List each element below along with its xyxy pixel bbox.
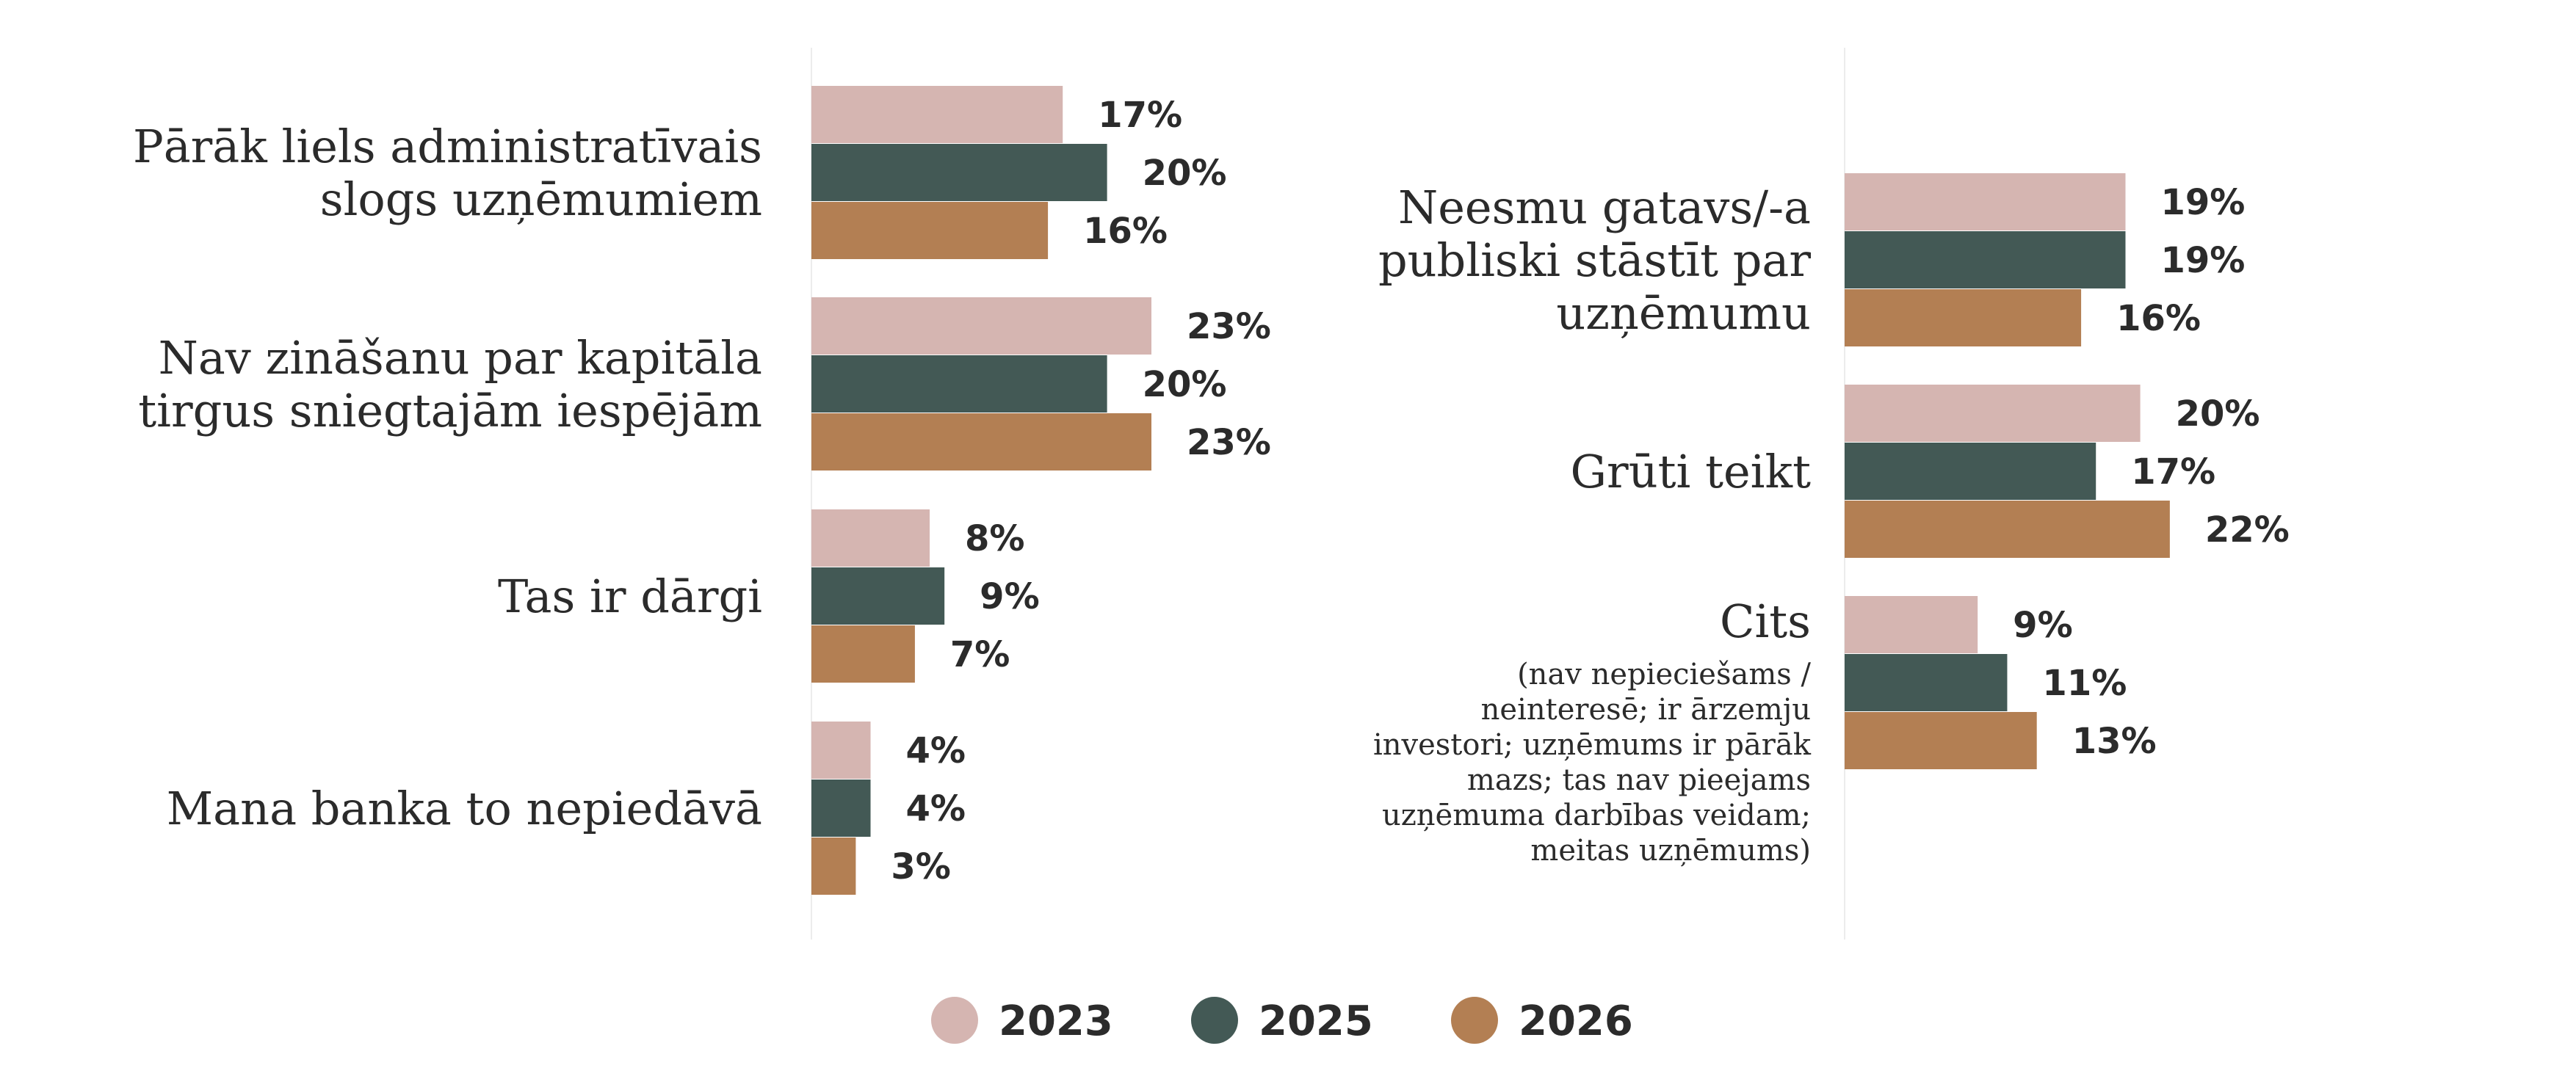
value-label: 9% bbox=[2013, 605, 2073, 646]
bar-2025 bbox=[811, 144, 1107, 201]
legend-label-2023: 2023 bbox=[999, 998, 1113, 1045]
category-label: Neesmu gatavs/-a bbox=[1398, 181, 1811, 234]
value-label: 16% bbox=[1083, 211, 1168, 252]
category-sublabel: meitas uzņēmums) bbox=[1530, 834, 1811, 868]
value-label: 9% bbox=[980, 576, 1040, 617]
category-label: Mana banka to nepiedāvā bbox=[167, 782, 762, 835]
bar-2025 bbox=[1845, 231, 2126, 288]
bar-2023 bbox=[1845, 385, 2141, 442]
value-label: 7% bbox=[950, 634, 1010, 675]
category-label: tirgus sniegtajām iespējām bbox=[138, 384, 762, 437]
bar-2025 bbox=[1845, 443, 2096, 500]
legend-swatch-2025 bbox=[1191, 997, 1238, 1044]
category-sublabel: investori; uzņēmums ir pārāk bbox=[1373, 728, 1812, 762]
legend-label-2026: 2026 bbox=[1519, 998, 1633, 1045]
category-label: publiski stāstīt par bbox=[1378, 233, 1811, 287]
value-label: 4% bbox=[906, 730, 966, 771]
value-label: 13% bbox=[2072, 721, 2157, 762]
legend-label-2025: 2025 bbox=[1259, 998, 1373, 1045]
bar-2025 bbox=[811, 355, 1107, 413]
value-label: 23% bbox=[1187, 306, 1271, 347]
category-label: slogs uzņēmumiem bbox=[320, 172, 762, 226]
bar-2023 bbox=[811, 722, 871, 779]
bar-2026 bbox=[1845, 712, 2037, 769]
bar-2026 bbox=[811, 413, 1151, 470]
category-label: Tas ir dārgi bbox=[498, 570, 762, 623]
value-label: 8% bbox=[965, 518, 1025, 559]
value-label: 19% bbox=[2160, 240, 2245, 281]
legend-swatch-2023 bbox=[931, 997, 978, 1044]
value-label: 4% bbox=[906, 788, 966, 829]
bar-2023 bbox=[1845, 596, 1978, 653]
category-sublabel: neinteresē; ir ārzemju bbox=[1481, 693, 1811, 727]
value-label: 20% bbox=[1143, 153, 1227, 194]
bar-2026 bbox=[1845, 501, 2170, 558]
bar-2025 bbox=[811, 780, 871, 837]
bar-2026 bbox=[1845, 289, 2082, 346]
bar-2023 bbox=[811, 86, 1063, 143]
bar-2025 bbox=[1845, 654, 2008, 711]
value-label: 17% bbox=[1098, 95, 1182, 136]
value-label: 16% bbox=[2116, 298, 2201, 339]
value-label: 19% bbox=[2160, 182, 2245, 223]
value-label: 17% bbox=[2131, 451, 2215, 493]
category-sublabel: (nav nepieciešams / bbox=[1517, 658, 1811, 691]
bar-2025 bbox=[811, 567, 945, 625]
value-label: 11% bbox=[2042, 663, 2127, 704]
value-label: 3% bbox=[891, 846, 951, 887]
category-label: Cits bbox=[1720, 595, 1811, 648]
value-label: 20% bbox=[1143, 364, 1227, 405]
bar-2026 bbox=[811, 202, 1049, 259]
category-label: Grūti teikt bbox=[1571, 445, 1812, 498]
category-label: Nav zināšanu par kapitāla bbox=[159, 331, 762, 385]
category-label: uzņēmumu bbox=[1556, 286, 1811, 340]
bar-2026 bbox=[811, 625, 915, 683]
legend-swatch-2026 bbox=[1451, 997, 1498, 1044]
category-sublabel: uzņēmuma darbības veidam; bbox=[1382, 799, 1811, 832]
value-label: 23% bbox=[1187, 422, 1271, 463]
category-label: Pārāk liels administratīvais bbox=[133, 120, 762, 173]
value-label: 20% bbox=[2176, 393, 2260, 435]
bar-2023 bbox=[811, 297, 1151, 355]
bar-2023 bbox=[1845, 173, 2126, 230]
category-sublabel: mazs; tas nav pieejams bbox=[1467, 763, 1811, 797]
value-label: 22% bbox=[2205, 509, 2290, 551]
bar-2026 bbox=[811, 838, 856, 895]
bar-2023 bbox=[811, 509, 930, 567]
